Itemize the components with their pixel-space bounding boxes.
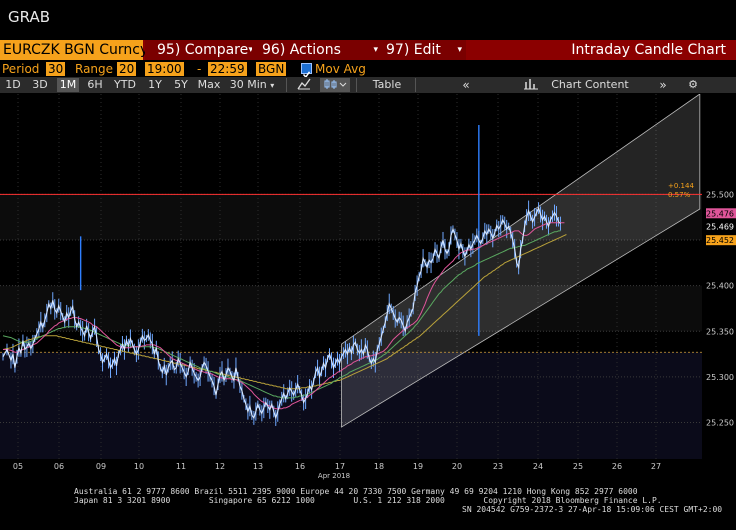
interval-label: 30 Min [229,78,267,91]
compare-button[interactable]: 95) Compare ▾ [145,40,257,60]
lower-shade [0,352,702,459]
chevron-down-icon: ▾ [248,45,253,55]
end-time-field[interactable]: 22:59 [208,62,247,76]
x-tick-label: 12 [215,462,225,471]
moving-average-green [2,230,561,399]
gear-icon[interactable]: ⚙ [688,78,698,91]
price-label-box [706,208,736,219]
window-title: GRAB [8,8,50,26]
x-tick-label: 10 [134,462,144,471]
toolbar-divider [415,78,416,92]
timeframe-ytd[interactable]: YTD [114,78,136,91]
range-dash: - [197,62,202,76]
x-tick-label: 24 [533,462,543,471]
moving-average-gold [2,234,567,390]
source-field[interactable]: BGN [256,62,287,76]
x-tick-label: 19 [413,462,423,471]
price-label: 25.476 [706,209,734,218]
edit-button[interactable]: 97) Edit ▾ [378,40,466,60]
command-bar: EURCZK BGN Curncy 95) Compare ▾ 96) Acti… [0,40,736,60]
change-pct-annotation: 0.57% [668,191,691,199]
y-tick-label: 25.400 [706,282,734,291]
price-line [2,206,561,420]
grid-band [0,194,702,240]
price-label: 25.452 [706,236,734,245]
actions-button[interactable]: 96) Actions ▾ [252,40,384,60]
timeframe-max[interactable]: Max [197,78,221,91]
edit-label: 97) Edit [386,42,441,58]
line-chart-glyph [297,78,311,90]
mov-avg-label: Mov Avg [315,62,366,76]
x-tick-label: 20 [452,462,462,471]
price-label-box [706,221,736,232]
window-titlebar: GRAB [0,0,736,38]
interval-select[interactable]: 30 Min ▾ [226,78,278,92]
timeframe-5y[interactable]: 5Y [174,78,188,91]
change-annotation: +0.144 [668,182,694,190]
chevron-down-icon: ▾ [373,45,378,55]
chart-toolbar: 1D 3D 1M 6H YTD 1Y 5Y Max 30 Min ▾ Table… [0,77,736,93]
chart-content-icon[interactable] [520,78,542,92]
y-tick-label: 25.250 [706,419,734,428]
chevron-down-icon: ▾ [270,81,275,90]
x-month-label: Apr 2018 [318,472,350,480]
collapse-left-icon[interactable]: « [462,78,470,92]
chevron-down-icon: ▾ [457,45,462,55]
candle-chart-icon[interactable] [320,78,350,92]
x-tick-label: 17 [335,462,345,471]
price-label-box [706,235,736,246]
x-tick-label: 27 [651,462,661,471]
x-tick-label: 23 [493,462,503,471]
price-label: 25.469 [706,223,734,232]
x-tick-label: 26 [612,462,622,471]
chart-content-label[interactable]: Chart Content [551,78,629,91]
timeframe-6h[interactable]: 6H [87,78,103,91]
timeframe-1y[interactable]: 1Y [148,78,162,91]
mov-avg-checkbox[interactable] [301,63,312,79]
period-field[interactable]: 30 [46,62,66,76]
x-tick-label: 06 [54,462,64,471]
expand-right-icon[interactable]: » [659,78,667,92]
moving-average-pink [3,222,565,410]
grid-band [0,285,702,332]
range-label: Range [75,62,114,76]
price-chart[interactable]: 25.50025.45025.40025.35025.30025.2500506… [0,94,736,484]
x-tick-label: 25 [573,462,583,471]
chart-title: Intraday Candle Chart [571,42,726,58]
actions-label: 96) Actions [262,42,341,58]
line-chart-icon[interactable] [293,78,315,92]
timeframe-3d[interactable]: 3D [32,78,48,91]
timeframe-1d[interactable]: 1D [5,78,21,91]
start-time-field[interactable]: 19:00 [145,62,184,76]
y-tick-label: 25.350 [706,327,734,336]
toolbar-divider [356,78,357,92]
x-tick-label: 18 [374,462,384,471]
footer-serial: SN 204542 G759-2372-3 27-Apr-18 15:09:06… [462,505,723,514]
compare-label: 95) Compare [157,42,249,58]
x-tick-label: 13 [253,462,263,471]
y-tick-label: 25.300 [706,373,734,382]
timeframe-1m[interactable]: 1M [57,78,79,92]
footer: Australia 61 2 9777 8600 Brazil 5511 239… [0,484,736,530]
ticker-field[interactable]: EURCZK BGN Curncy [0,40,148,60]
y-tick-label: 25.500 [706,190,734,199]
candle-chart-glyph [324,79,347,89]
toolbar-divider [286,78,287,92]
trend-channel [341,94,701,428]
x-tick-label: 05 [13,462,23,471]
x-tick-label: 11 [176,462,186,471]
range-field[interactable]: 20 [117,62,137,76]
footer-contacts-line2: Japan 81 3 3201 8900 Singapore 65 6212 1… [74,496,662,505]
footer-contacts-line1: Australia 61 2 9777 8600 Brazil 5511 239… [74,487,638,496]
table-button[interactable]: Table [372,78,402,91]
x-tick-label: 16 [295,462,305,471]
period-label: Period [2,62,40,76]
x-tick-label: 09 [96,462,106,471]
params-bar: Period 30 Range 20 19:00 - 22:59 BGN Mov… [0,61,736,77]
chart-content-glyph [524,79,538,90]
